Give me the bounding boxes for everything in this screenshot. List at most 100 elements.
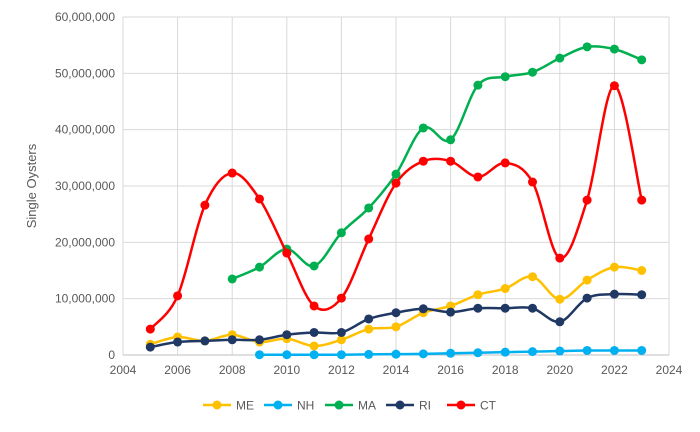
data-point	[473, 348, 483, 358]
legend-marker	[212, 400, 222, 410]
data-point	[391, 308, 401, 318]
legend: ME NH MA RI CT	[203, 399, 497, 413]
data-point	[418, 349, 428, 359]
data-point	[173, 291, 183, 301]
y-tick-label: 50,000,000	[55, 66, 115, 80]
data-point	[500, 72, 510, 82]
data-point	[555, 253, 565, 263]
data-point	[637, 195, 647, 205]
data-point	[446, 301, 456, 311]
data-point	[336, 228, 346, 238]
x-tick-label: 2006	[164, 363, 191, 377]
data-point	[336, 293, 346, 303]
data-point	[418, 156, 428, 166]
x-tick-label: 2016	[437, 363, 464, 377]
data-point	[364, 203, 374, 213]
data-point	[364, 324, 374, 334]
data-point	[309, 350, 319, 360]
data-point	[609, 44, 619, 54]
data-point	[418, 123, 428, 133]
data-point	[609, 81, 619, 91]
legend-item-me[interactable]: ME	[203, 399, 254, 413]
series-me	[145, 262, 647, 351]
legend-label: CT	[480, 399, 497, 413]
data-point	[200, 200, 210, 210]
y-tick-label: 40,000,000	[55, 123, 115, 137]
data-point	[282, 350, 292, 360]
data-point	[473, 172, 483, 182]
data-point	[364, 349, 374, 359]
data-point	[500, 303, 510, 313]
data-point	[500, 284, 510, 294]
data-point	[582, 275, 592, 285]
data-point	[528, 67, 537, 77]
legend-marker	[273, 400, 283, 410]
legend-item-ma[interactable]: MA	[325, 399, 376, 413]
x-tick-label: 2004	[110, 363, 137, 377]
data-point	[282, 248, 292, 258]
data-point	[528, 347, 537, 357]
data-point	[364, 234, 374, 244]
data-point	[255, 262, 264, 272]
data-point	[555, 317, 565, 327]
data-point	[609, 289, 619, 299]
data-point	[609, 345, 619, 355]
legend-marker	[456, 400, 466, 410]
data-point	[364, 314, 374, 324]
data-point	[500, 347, 510, 357]
data-point	[200, 336, 210, 346]
series-lines	[145, 42, 647, 360]
data-point	[336, 350, 346, 360]
data-point	[555, 294, 565, 304]
data-point	[391, 169, 401, 179]
x-tick-label: 2024	[656, 363, 683, 377]
data-point	[227, 168, 237, 178]
y-tick-label: 30,000,000	[55, 179, 115, 193]
y-tick-label: 10,000,000	[55, 292, 115, 306]
x-tick-label: 2022	[601, 363, 628, 377]
data-point	[473, 290, 483, 300]
data-point	[446, 135, 456, 145]
data-point	[582, 293, 592, 303]
legend-label: ME	[236, 399, 254, 413]
data-point	[528, 272, 537, 282]
axes: 0 10,000,000 20,000,000 30,000,000 40,000,00…	[55, 10, 683, 377]
y-tick-label: 60,000,000	[55, 10, 115, 24]
data-point	[582, 195, 592, 205]
legend-marker	[395, 400, 405, 410]
data-point	[473, 80, 483, 90]
series-line	[231, 45, 643, 281]
data-point	[309, 327, 319, 337]
legend-item-ct[interactable]: CT	[447, 399, 497, 413]
data-point	[336, 327, 346, 337]
x-tick-label: 2020	[546, 363, 573, 377]
data-point	[446, 348, 456, 358]
legend-item-nh[interactable]: NH	[264, 399, 314, 413]
data-point	[145, 342, 155, 352]
data-point	[391, 178, 401, 188]
data-point	[418, 304, 428, 314]
series-nh	[255, 345, 647, 360]
data-point	[637, 345, 647, 355]
data-point	[255, 335, 264, 345]
data-point	[582, 345, 592, 355]
data-point	[500, 158, 510, 168]
data-point	[446, 307, 456, 317]
data-point	[528, 177, 537, 187]
data-point	[528, 303, 537, 313]
data-point	[255, 350, 264, 360]
legend-label: NH	[297, 399, 314, 413]
legend-label: MA	[358, 399, 376, 413]
x-tick-label: 2014	[383, 363, 410, 377]
y-tick-label: 0	[108, 348, 115, 362]
data-point	[446, 156, 456, 166]
data-point	[309, 301, 319, 311]
legend-item-ri[interactable]: RI	[386, 399, 431, 413]
data-point	[637, 290, 647, 300]
x-tick-label: 2018	[492, 363, 519, 377]
y-axis-label: Single Oysters	[24, 143, 39, 228]
data-point	[336, 335, 346, 345]
data-point	[145, 324, 155, 334]
data-point	[309, 261, 319, 271]
